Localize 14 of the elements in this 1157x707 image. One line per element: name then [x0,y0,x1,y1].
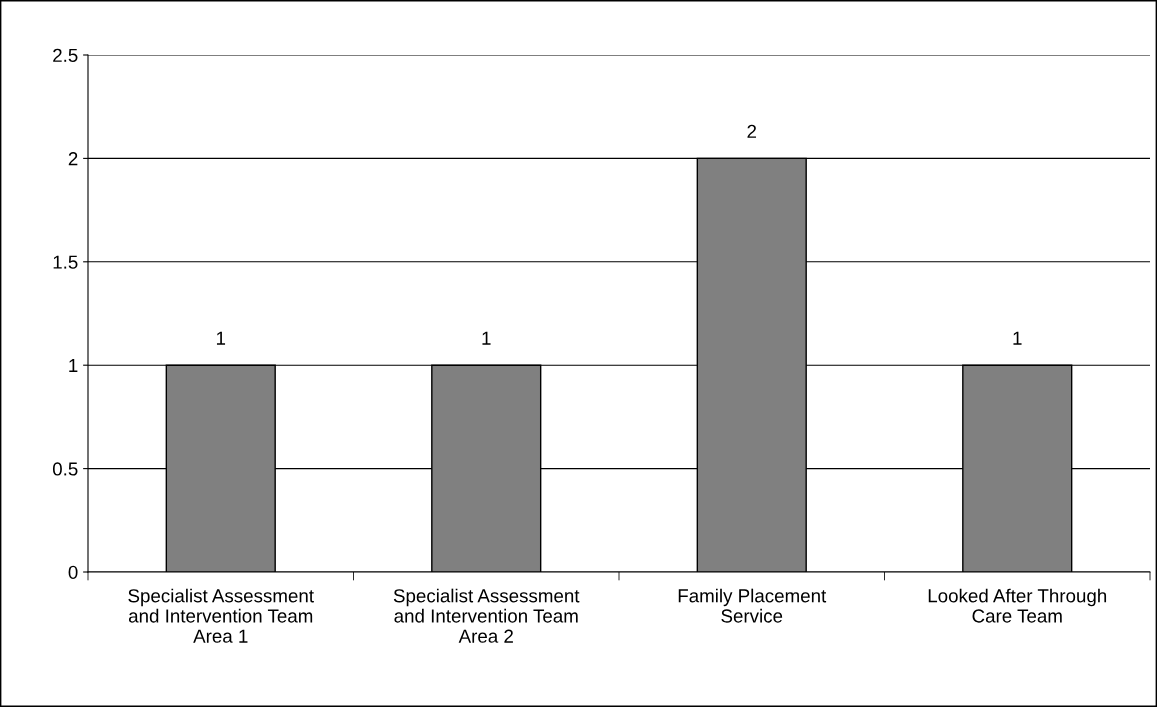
y-tick-label: 1 [69,359,78,372]
x-tick-label: Specialist Assessment and Intervention Team Area 1 [128,588,314,643]
y-tick-label: 1.5 [53,255,78,269]
y-tick-label: 0 [68,565,78,579]
x-tick-label: Specialist Assessment and Intervention Team Area 2 [393,588,580,643]
data-label: 2 [747,124,757,138]
x-tick-label: Looked After Through Care Team [928,588,1107,623]
y-tick-label: 2 [68,152,78,166]
y-tick-label: 2.5 [53,48,78,62]
data-label: 1 [216,331,226,345]
x-tick-label: Family Placement Service [678,588,827,623]
y-tick-label: 0.5 [52,462,78,476]
data-label: 1 [482,331,491,345]
data-label: 1 [1013,331,1022,345]
